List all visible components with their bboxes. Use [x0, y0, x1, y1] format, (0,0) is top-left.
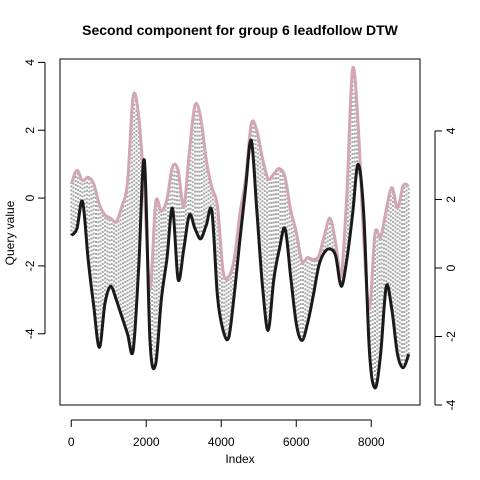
y-axis-label: Query value: [3, 200, 17, 265]
plot-frame: [59, 58, 421, 406]
axes: 0 2000 4000 6000 8000 -4 -2 0 2 4 -4 -2 0 2 4: [23, 59, 458, 449]
y-right-tick-label: 0: [444, 264, 458, 271]
y-right-tick-label: -2: [444, 331, 458, 342]
y-left-tick-label: 4: [23, 59, 37, 66]
x-tick-label: 0: [68, 435, 75, 449]
x-tick-label: 6000: [283, 435, 310, 449]
reference-series-line: [69, 65, 410, 311]
chart-title: Second component for group 6 leadfollow …: [82, 22, 399, 38]
query-series-line: [70, 138, 411, 390]
y-right-tick-label: 2: [444, 196, 458, 203]
x-tick-label: 2000: [133, 435, 160, 449]
y-right-tick-label: 4: [444, 127, 458, 134]
dtw-connections: [70, 69, 410, 389]
series-lines: [69, 65, 411, 390]
x-tick-label: 8000: [358, 435, 385, 449]
x-tick-label: 4000: [208, 435, 235, 449]
y-left-tick-label: 2: [23, 127, 37, 134]
y-left-tick-label: -4: [23, 328, 37, 339]
y-right-tick-label: -4: [444, 399, 458, 410]
x-axis-label: Index: [225, 452, 254, 466]
y-left-tick-label: -2: [23, 260, 37, 271]
y-left-tick-label: 0: [23, 194, 37, 201]
